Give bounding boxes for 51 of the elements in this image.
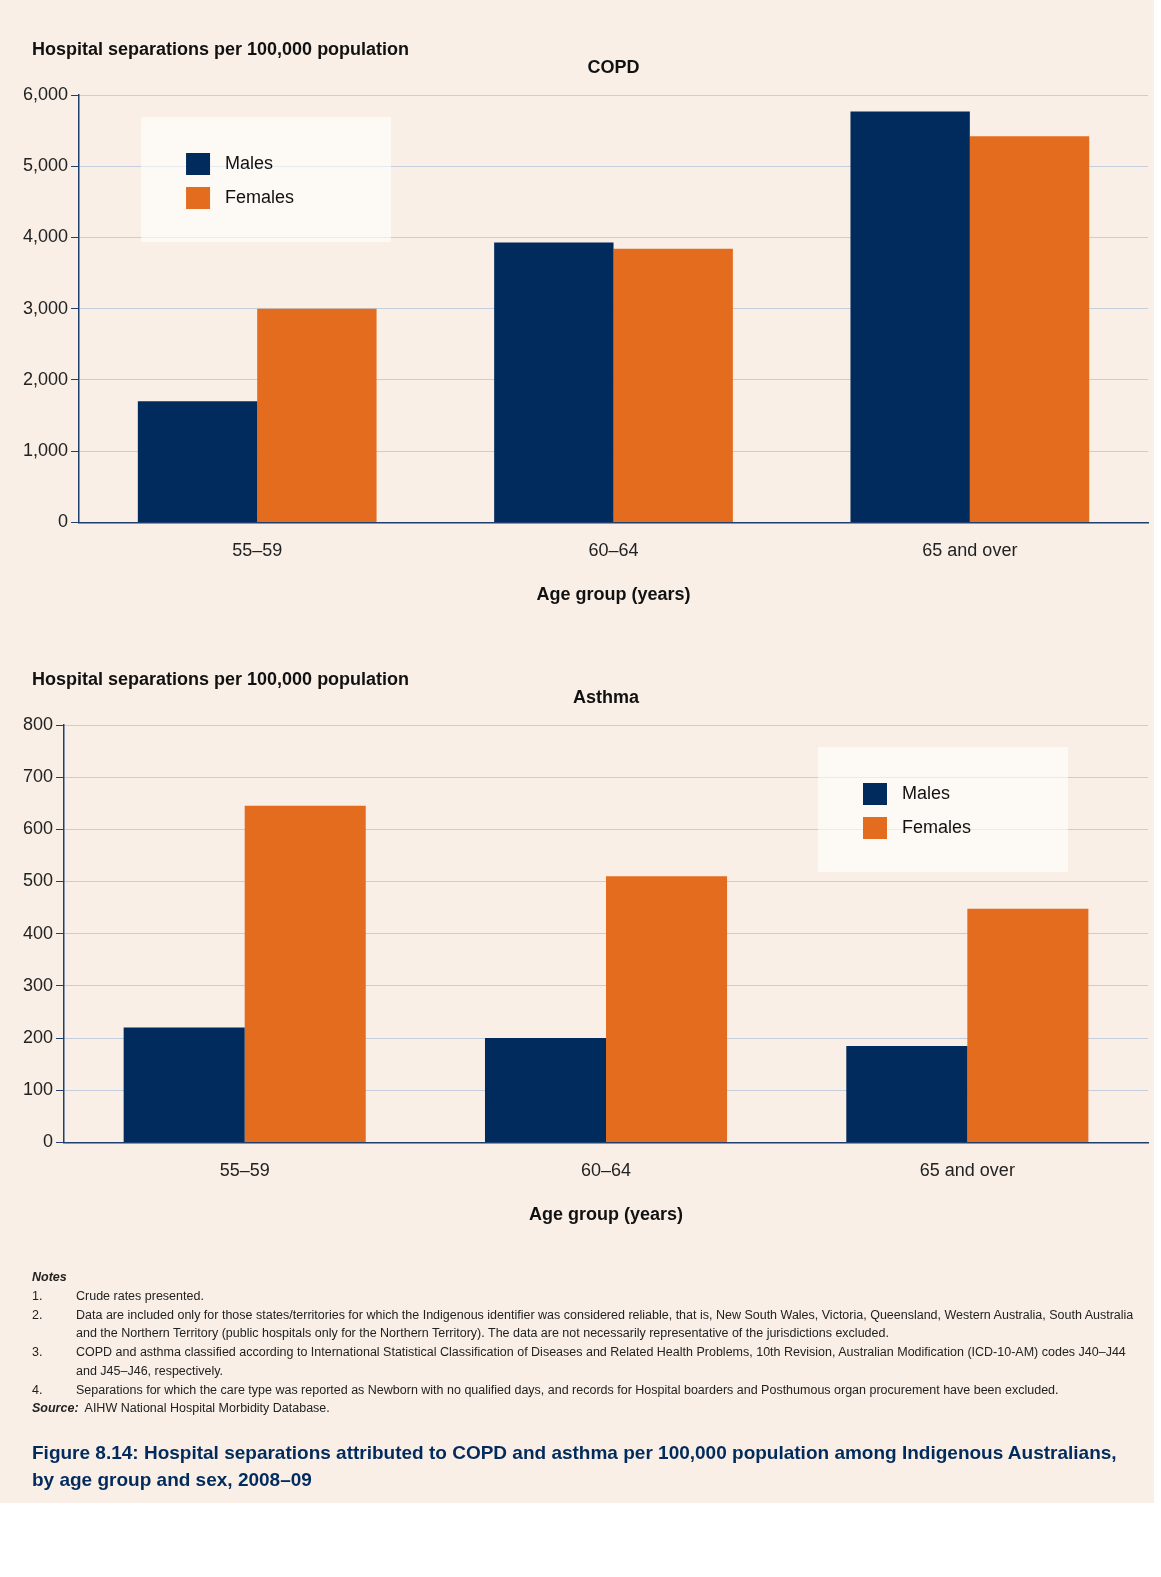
y-tick-label: 5,000 xyxy=(23,155,69,176)
y-tick-label: 2,000 xyxy=(23,368,69,389)
bar xyxy=(123,1027,245,1142)
y-tick-label: 100 xyxy=(22,1079,54,1100)
bar xyxy=(606,876,728,1142)
x-axis-title: Age group (years) xyxy=(529,1204,684,1225)
bar xyxy=(846,1045,968,1142)
y-tick-label: 4,000 xyxy=(23,226,69,247)
y-tick-label: 600 xyxy=(22,818,54,839)
y-tick-label: 0 xyxy=(43,1131,54,1152)
x-tick-label: 60–64 xyxy=(588,540,639,561)
text: 1. Crude rates presented. xyxy=(32,1288,204,1303)
bar xyxy=(967,908,1089,1142)
bar xyxy=(613,248,733,522)
x-tick-label: 55–59 xyxy=(232,540,283,561)
legend-label: Males xyxy=(225,152,274,173)
y-tick-label: 500 xyxy=(22,870,54,891)
text: Notes xyxy=(32,1269,68,1286)
text: 2. Data are included only for those states/territories for which the Indigenous identifier was considered reliable, that is, New South Wales, Victoria, Queensland, Western Australia, South Australia and the Northern Territory (public hospitals only for the Northern Territory). The data are not necessarily representative of the jurisdictions excluded. xyxy=(32,1307,1134,1341)
y-axis-title: Hospital separations per 100,000 population xyxy=(32,669,410,689)
legend-label: Males xyxy=(902,782,951,803)
y-tick-label: 1,000 xyxy=(23,440,69,461)
x-axis-title: Age group (years) xyxy=(536,584,691,605)
source-note: Source: AIHW National Hospital Morbidity Database. xyxy=(32,1400,330,1418)
bar xyxy=(244,805,366,1142)
bar xyxy=(257,308,377,522)
x-tick-label: 60–64 xyxy=(580,1160,632,1181)
y-axis-title: Hospital separations per 100,000 population xyxy=(32,39,410,59)
legend-label: Females xyxy=(902,816,972,837)
y-tick-label: 400 xyxy=(22,922,54,943)
x-tick-label: 55–59 xyxy=(219,1160,270,1181)
x-tick-label: 65 and over xyxy=(922,540,1018,561)
y-tick-label: 0 xyxy=(58,511,69,532)
chart-title: Asthma xyxy=(573,687,641,707)
bar xyxy=(494,242,614,522)
bar xyxy=(969,136,1090,522)
y-tick-label: 800 xyxy=(22,713,54,734)
caption: Figure 8.14: Hospital separations attributed to COPD and asthma per 100,000 population among Indigenous Australians, by age group and sex, 2008–09 xyxy=(32,1441,1118,1492)
legend-label: Females xyxy=(225,186,295,207)
y-tick-label: 200 xyxy=(22,1027,54,1048)
y-tick-label: 700 xyxy=(22,766,54,787)
bar xyxy=(484,1038,607,1142)
bar xyxy=(850,111,970,522)
chart-title: COPD xyxy=(587,57,640,77)
text: 3. COPD and asthma classified according to International Statistical Classification of Diseases and Related Health Problems, 10th Revision, Australian Modification (ICD-10-AM) codes J40–J44 and J45–J46, respectively. xyxy=(32,1345,1126,1378)
y-tick-label: 6,000 xyxy=(23,83,69,104)
y-tick-label: 3,000 xyxy=(23,297,69,318)
x-tick-label: 65 and over xyxy=(919,1160,1015,1181)
y-tick-label: 300 xyxy=(22,974,54,995)
bar xyxy=(137,401,258,522)
text: 4. Separations for which the care type was reported as Newborn with no qualified days, and records for Hospital boarders and Posthumous organ procurement have been excluded. xyxy=(32,1382,1059,1397)
